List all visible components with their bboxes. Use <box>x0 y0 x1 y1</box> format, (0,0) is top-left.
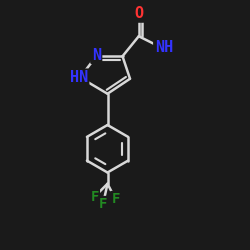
Text: F: F <box>90 190 99 204</box>
Text: HN: HN <box>70 70 88 85</box>
Text: N: N <box>92 48 101 62</box>
Text: O: O <box>134 6 143 21</box>
Text: F: F <box>99 197 107 211</box>
Text: NH: NH <box>154 40 173 55</box>
Text: F: F <box>111 192 120 206</box>
